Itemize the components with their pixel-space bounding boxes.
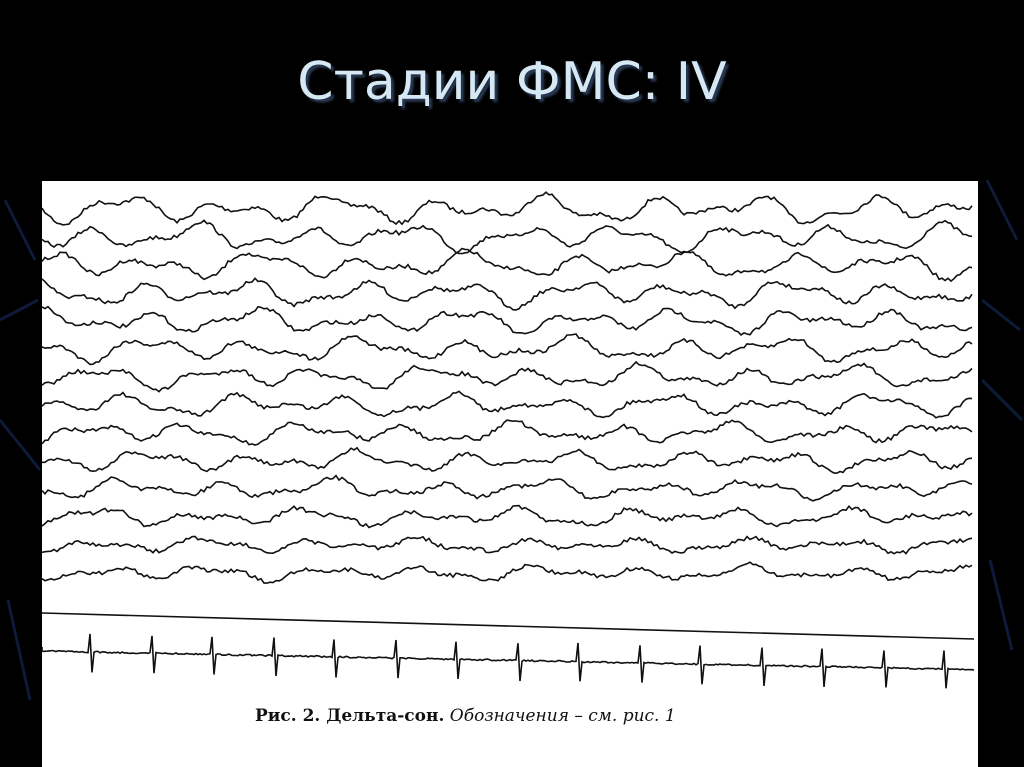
trace	[41, 633, 975, 689]
trace	[41, 504, 973, 529]
trace	[41, 247, 973, 283]
figure-caption: Рис. 2. Дельта-сон. Обозначения – см. ри…	[255, 706, 676, 726]
caption-bold: Рис. 2. Дельта-сон.	[255, 706, 445, 726]
side-decoration	[0, 199, 42, 701]
trace	[41, 305, 973, 336]
trace	[42, 446, 973, 474]
side-decoration	[982, 179, 1024, 651]
trace	[41, 191, 973, 226]
trace	[41, 474, 973, 502]
trace	[41, 612, 975, 640]
trace	[41, 277, 973, 311]
trace	[41, 419, 973, 446]
eeg-figure: Рис. 2. Дельта-сон. Обозначения – см. ри…	[41, 181, 978, 767]
slide-title: Стадии ФМС: IV	[297, 52, 727, 112]
trace	[41, 360, 973, 393]
trace	[41, 219, 973, 255]
trace	[41, 333, 973, 366]
trace	[41, 535, 973, 555]
trace	[41, 561, 973, 584]
trace	[41, 390, 973, 419]
eeg-traces	[41, 191, 975, 689]
caption-italic: Обозначения – см. рис. 1	[449, 706, 676, 726]
